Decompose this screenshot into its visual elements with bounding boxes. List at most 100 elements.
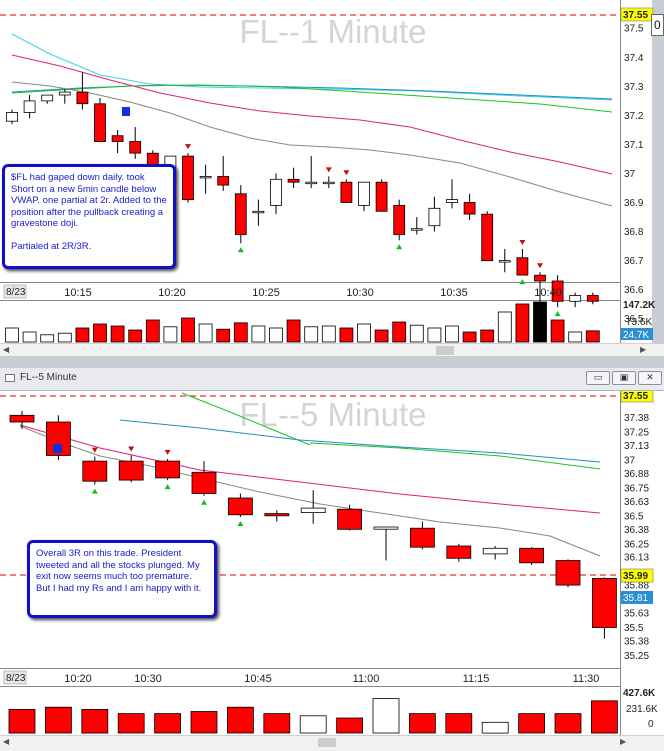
price-axis-5m: [620, 390, 664, 735]
horizontal-scrollbar-1m[interactable]: ◀ ▶: [0, 343, 664, 356]
candle-body: [498, 260, 511, 263]
volume-bar: [550, 319, 565, 343]
candle-body: [375, 181, 388, 212]
time-tick-label: 11:15: [463, 673, 490, 685]
volume-bar: [409, 324, 424, 343]
time-axis-5m: [0, 668, 620, 686]
entry-marker-5m: [53, 444, 62, 453]
moving-average-blue-5m: [119, 419, 601, 463]
candle-body: [337, 508, 363, 530]
price-tick-label: 36.88: [624, 469, 649, 480]
moving-average-gray-1m: [11, 81, 613, 207]
price-tick-label: 36.75: [624, 483, 649, 494]
buy-marker: [554, 311, 561, 317]
volume-bar: [286, 319, 301, 343]
price-tick-label: 37: [624, 456, 636, 467]
date-label-5m: 8/23: [6, 673, 26, 684]
sell-marker: [91, 447, 98, 453]
candle-body: [199, 175, 212, 179]
trade-note-1m: $FL had gaped down daily. took Short on …: [2, 164, 176, 269]
scroll-thumb-5m[interactable]: [318, 738, 336, 747]
scroll-right-icon[interactable]: ▶: [640, 345, 647, 354]
volume-bar: [299, 715, 327, 734]
price-tick-label: 35.25: [624, 651, 649, 662]
scroll-left-icon[interactable]: ◀: [3, 345, 10, 354]
scroll-right-icon[interactable]: ▶: [620, 737, 627, 746]
volume-bar: [57, 332, 72, 343]
price-tick-label: 36.38: [624, 525, 649, 536]
candle-body: [252, 210, 265, 214]
time-axis-1m: [0, 282, 620, 300]
volume-bar: [445, 325, 459, 343]
candle-body: [182, 155, 194, 201]
maximize-button[interactable]: ▣: [612, 371, 636, 385]
moving-average-pink-5m: [19, 424, 601, 514]
scroll-left-icon[interactable]: ◀: [3, 737, 10, 746]
price-tick-label: 37.5: [624, 24, 644, 35]
volume-bars-1m: [5, 301, 600, 343]
volume-max-label-1m: 147.2K: [623, 300, 656, 311]
close-button[interactable]: ✕: [638, 371, 662, 385]
volume-max-label-5m: 427.6K: [623, 688, 656, 699]
candle-body: [191, 471, 217, 494]
minimize-button[interactable]: ▭: [586, 371, 610, 385]
price-tick-label: 37.3: [624, 82, 644, 93]
volume-bar: [336, 717, 364, 734]
volume-bar: [45, 706, 72, 734]
candle-body: [358, 181, 370, 206]
volume-bar: [117, 713, 145, 734]
candle-body: [58, 91, 71, 96]
moving-average-blue-1m: [11, 84, 613, 100]
volume-bars-5m: [8, 698, 618, 734]
time-tick-label: 10:35: [440, 287, 468, 299]
time-tick-label: 10:15: [64, 287, 92, 299]
price-tick-label: 36.5: [624, 511, 644, 522]
volume-bar: [110, 325, 125, 343]
price-tick-label: 37.4: [624, 53, 644, 64]
volume-bar: [357, 323, 371, 343]
price-plot-area-5m[interactable]: [0, 390, 620, 668]
candle-body: [446, 199, 458, 203]
candle-body: [446, 545, 472, 559]
volume-bar: [591, 700, 618, 734]
price-tick-label: 36.7: [624, 256, 644, 267]
window-icon: [5, 374, 15, 382]
volume-bar: [145, 319, 160, 343]
candle-body: [555, 560, 581, 586]
candle-body: [519, 547, 544, 564]
volume-mid-label-1m: 73.6K: [626, 317, 652, 328]
sell-marker: [164, 449, 171, 455]
price-tick-label: 37.25: [624, 428, 649, 439]
volume-bar: [5, 327, 19, 343]
price-tick-label: 36.5: [624, 314, 644, 325]
partial-readout-box[interactable]: 0: [651, 14, 664, 36]
candle-body: [322, 181, 335, 185]
volume-bar: [81, 709, 109, 734]
volume-bar: [427, 327, 442, 343]
volume-bar: [251, 325, 266, 343]
price-tick-label: 37.2: [624, 111, 644, 122]
candle-body: [409, 527, 435, 548]
last-price-label-5m: 35.81: [623, 593, 648, 604]
note-line: Overall 3R on this trade. President twee…: [36, 548, 202, 594]
window-titlebar-5m[interactable]: FL--5 Minute ▭ ▣ ✕: [0, 368, 664, 391]
price-tick-label: 35.88: [624, 581, 649, 592]
volume-bar: [515, 303, 530, 343]
moving-average-green-5m: [309, 442, 601, 470]
candle-body: [287, 178, 300, 183]
volume-bar: [372, 698, 400, 734]
scroll-thumb-1m[interactable]: [436, 346, 454, 355]
volume-bar: [518, 713, 545, 734]
time-tick-label: 10:40: [534, 287, 562, 299]
volume-bar: [181, 317, 195, 343]
candle-body: [155, 460, 181, 479]
time-tick-labels-5m: 10:20 10:30 10:45 11:00 11:15 11:30: [64, 673, 599, 685]
volume-bar: [8, 709, 36, 734]
date-label-1m: 8/23: [6, 287, 26, 298]
candle-body: [76, 91, 89, 105]
horizontal-scrollbar-5m[interactable]: ◀ ▶: [0, 735, 664, 751]
candle-body: [340, 181, 353, 203]
price-tick-label: 35.5: [624, 623, 644, 634]
candle-body: [270, 178, 282, 206]
moving-average-green-steep-5m: [181, 392, 311, 446]
